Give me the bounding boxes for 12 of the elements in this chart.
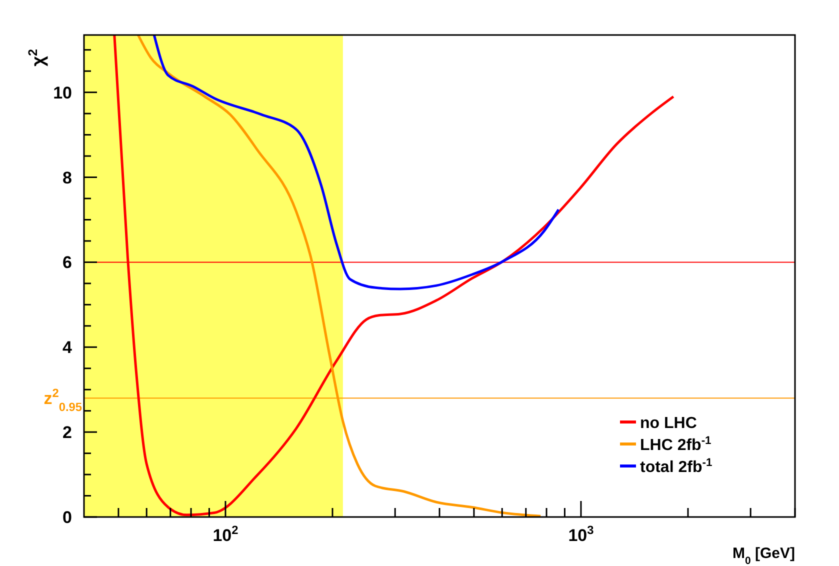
y-tick-label: 2 [62,423,72,442]
legend-label: no LHC [640,415,698,432]
y-tick-label: 6 [62,253,72,272]
y-tick-label: 4 [62,338,73,358]
y-tick-label: 0 [62,508,72,527]
x-tick-label: 10$^{3}$ [568,523,594,545]
y-tick-label: 10 [53,83,72,102]
x-tick-label: 10$^{2}$ [212,523,239,545]
y-tick-label: 8 [62,168,72,188]
legend-label: LHC 2fb$^{-1}$ [640,435,712,454]
legend-label: total 2fb$^{-1}$ [640,457,712,476]
x-axis-title: M$_{0}$ [GeV] [732,545,795,566]
